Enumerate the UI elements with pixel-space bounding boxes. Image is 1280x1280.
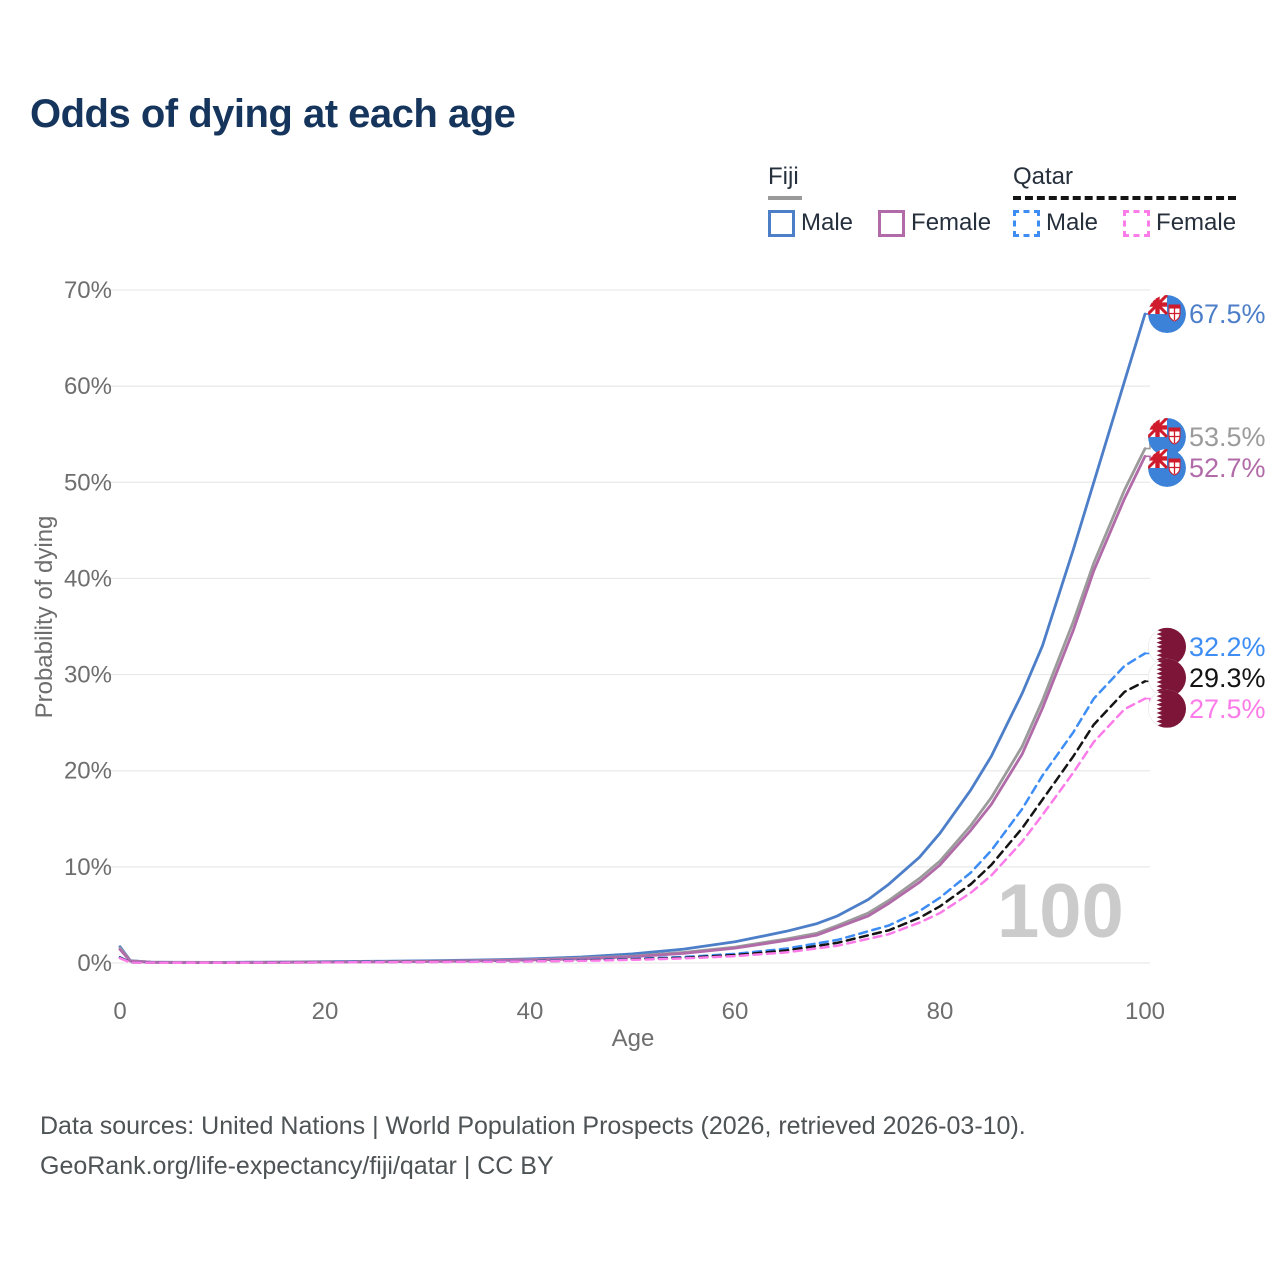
fiji-flag-icon	[1148, 448, 1186, 487]
x-tick-label: 0	[113, 998, 126, 1025]
legend-item-qatar-male[interactable]: Male	[1013, 209, 1098, 237]
x-tick-label: 100	[1125, 998, 1165, 1025]
legend-qatar-female-label: Female	[1156, 209, 1237, 236]
series-line-qatar-female[interactable]	[118, 697, 1147, 965]
y-tick-label: 0%	[77, 950, 112, 977]
y-axis-title: Probability of dying	[31, 515, 58, 719]
series-line-qatar-male[interactable]	[118, 652, 1147, 964]
fiji-female-checkbox-icon[interactable]	[878, 209, 906, 237]
legend-qatar-label: Qatar	[1013, 163, 1074, 190]
x-tick-label: 80	[927, 998, 954, 1025]
y-tick-label: 50%	[64, 469, 112, 496]
y-tick-label: 10%	[64, 854, 112, 881]
age-watermark: 100	[997, 869, 1124, 954]
end-label-fiji-male: 67.5%	[1189, 299, 1266, 329]
end-label-qatar-male: 32.2%	[1189, 632, 1266, 662]
legend-qatar-male-label: Male	[1046, 209, 1099, 236]
legend-group-fiji: Fiji Male Female	[768, 163, 991, 237]
legend-qatar-header: Qatar	[1013, 163, 1237, 200]
end-label-fiji-female: 52.7%	[1189, 453, 1266, 483]
qatar-all-line-swatch[interactable]	[1013, 196, 1237, 200]
legend-item-qatar-female[interactable]: Female	[1123, 209, 1236, 237]
y-tick-label: 60%	[64, 373, 112, 400]
end-label-qatar-both-sexes: 29.3%	[1189, 663, 1266, 693]
fiji-male-checkbox-icon[interactable]	[768, 209, 795, 237]
y-tick-label: 40%	[64, 565, 112, 592]
fiji-all-line-swatch[interactable]	[768, 196, 802, 200]
legend: Fiji Male Female Qatar	[0, 163, 1280, 243]
legend-fiji-female-label: Female	[911, 209, 992, 236]
footer: Data sources: United Nations | World Pop…	[40, 1106, 1026, 1186]
attribution-line: GeoRank.org/life-expectancy/fiji/qatar |…	[40, 1152, 554, 1180]
qatar-flag-icon	[1148, 689, 1186, 728]
series-line-qatar-both-sexes[interactable]	[118, 680, 1147, 965]
qatar-female-checkbox-icon[interactable]	[1123, 209, 1151, 237]
fiji-flag-icon	[1148, 417, 1186, 456]
qatar-male-checkbox-icon[interactable]	[1013, 209, 1040, 237]
legend-fiji-header: Fiji	[768, 163, 991, 200]
x-axis-title: Age	[611, 1025, 655, 1052]
end-label-qatar-female: 27.5%	[1189, 694, 1266, 724]
x-tick-label: 60	[722, 998, 749, 1025]
legend-item-fiji-male[interactable]: Male	[768, 209, 853, 237]
fiji-flag-icon	[1148, 295, 1186, 334]
legend-item-fiji-female[interactable]: Female	[878, 209, 991, 237]
series-line-fiji-female[interactable]	[118, 454, 1147, 964]
y-tick-label: 20%	[64, 758, 112, 785]
legend-qatar-items: Male Female	[1013, 209, 1236, 237]
qatar-flag-icon	[1148, 658, 1186, 697]
y-tick-label: 30%	[64, 662, 112, 689]
x-tick-label: 20	[312, 998, 339, 1025]
legend-fiji-male-label: Male	[801, 209, 854, 236]
data-sources-line: Data sources: United Nations | World Pop…	[40, 1112, 1026, 1140]
x-tick-label: 40	[517, 998, 544, 1025]
qatar-flag-icon	[1148, 627, 1186, 666]
end-label-fiji-both-sexes: 53.5%	[1189, 422, 1266, 452]
page-title: Odds of dying at each age	[30, 92, 516, 136]
legend-fiji-label: Fiji	[768, 163, 799, 190]
series-line-fiji-both-sexes[interactable]	[118, 447, 1147, 964]
y-tick-label: 70%	[64, 277, 112, 304]
legend-fiji-items: Male Female	[768, 209, 991, 237]
legend-group-qatar: Qatar Male Female	[1013, 163, 1237, 237]
